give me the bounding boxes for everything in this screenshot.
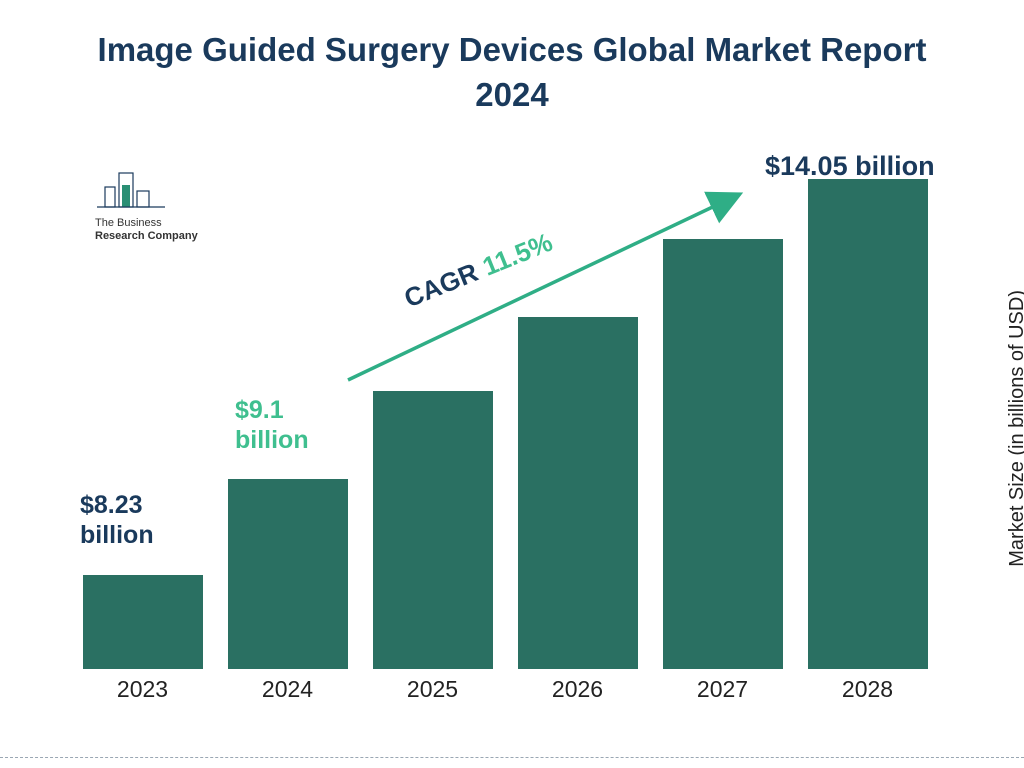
bar-slot bbox=[228, 479, 348, 669]
xlabel: 2027 bbox=[663, 670, 783, 703]
callout-2028: $14.05 billion bbox=[765, 150, 985, 182]
xlabel: 2028 bbox=[808, 670, 928, 703]
callout-2024: $9.1 billion bbox=[235, 395, 335, 455]
y-axis-label: Market Size (in billions of USD) bbox=[1006, 290, 1024, 567]
xlabel: 2024 bbox=[228, 670, 348, 703]
xlabel: 2023 bbox=[83, 670, 203, 703]
bar-2024 bbox=[228, 479, 348, 669]
bar-2025 bbox=[373, 391, 493, 669]
bar-slot bbox=[808, 179, 928, 669]
xlabel: 2025 bbox=[373, 670, 493, 703]
xlabel: 2026 bbox=[518, 670, 638, 703]
bar-slot bbox=[373, 391, 493, 669]
bar-2023 bbox=[83, 575, 203, 669]
chart-title: Image Guided Surgery Devices Global Mark… bbox=[0, 0, 1024, 117]
callout-2023: $8.23 billion bbox=[80, 490, 190, 550]
bar-slot bbox=[83, 575, 203, 669]
footer-divider bbox=[0, 757, 1024, 758]
bar-2028 bbox=[808, 179, 928, 669]
x-axis-labels: 2023 2024 2025 2026 2027 2028 bbox=[70, 670, 940, 710]
